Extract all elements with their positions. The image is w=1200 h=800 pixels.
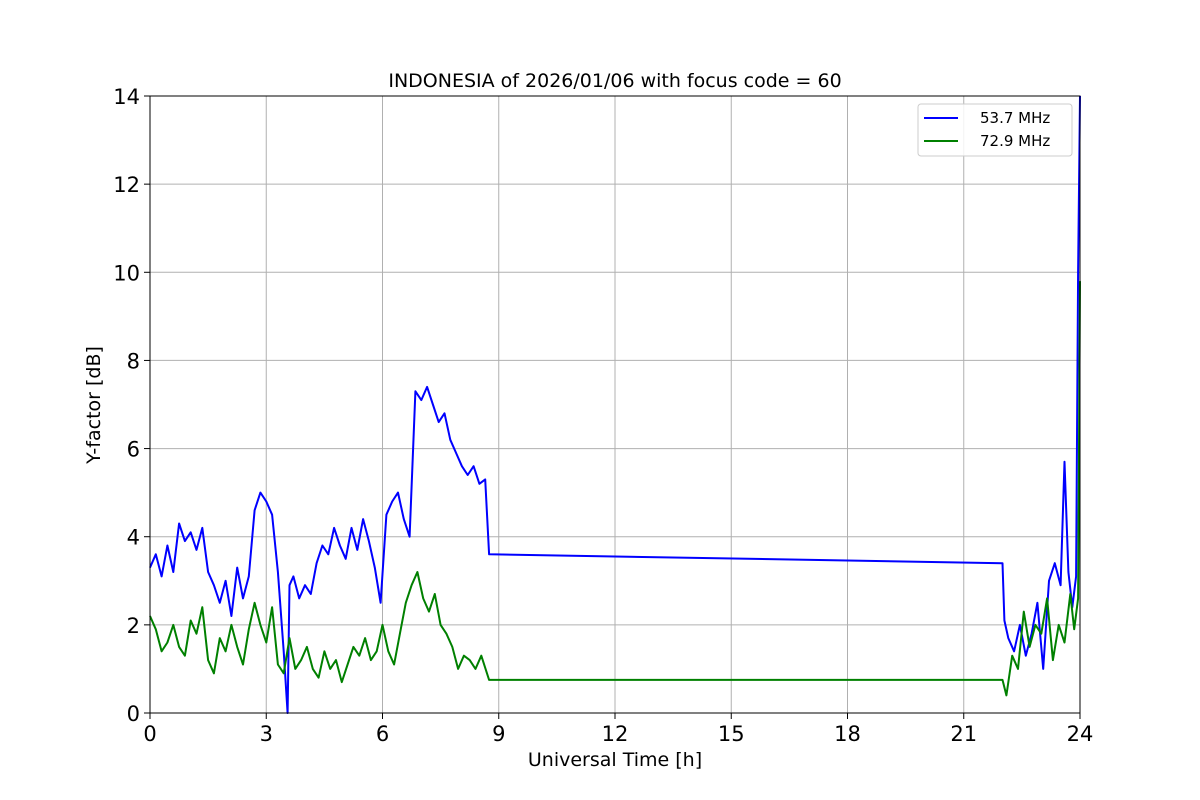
x-tick-label: 3 (260, 722, 273, 746)
x-tick-label: 9 (492, 722, 505, 746)
x-tick-label: 15 (718, 722, 745, 746)
legend-label-72-9: 72.9 MHz (980, 132, 1050, 150)
series-line-53-7-mhz (149, 95, 1081, 714)
x-tick-label: 24 (1067, 722, 1094, 746)
chart-title: INDONESIA of 2026/01/06 with focus code … (388, 70, 841, 92)
y-tick-label: 8 (127, 349, 140, 373)
x-tick-label: 18 (834, 722, 861, 746)
y-tick-label: 0 (127, 702, 140, 726)
y-tick-label: 10 (113, 261, 140, 285)
legend-label-53-7: 53.7 MHz (980, 109, 1050, 127)
x-tick-label: 12 (602, 722, 629, 746)
legend: 53.7 MHz 72.9 MHz (917, 103, 1073, 157)
x-axis: 0 3 6 9 12 15 18 21 24 (143, 713, 1093, 746)
y-tick-label: 6 (127, 438, 140, 462)
y-axis-label: Y-factor [dB] (83, 346, 105, 465)
y-tick-label: 14 (113, 85, 140, 109)
x-tick-label: 6 (376, 722, 389, 746)
x-tick-label: 21 (950, 722, 977, 746)
x-tick-label: 0 (143, 722, 156, 746)
y-tick-label: 4 (127, 526, 140, 550)
y-axis: 0 2 4 6 8 10 12 14 (113, 85, 150, 726)
series-layer (149, 95, 1081, 714)
x-axis-label: Universal Time [h] (528, 749, 702, 771)
y-tick-label: 12 (113, 173, 140, 197)
series-line-72-9-mhz (149, 281, 1081, 697)
y-tick-label: 2 (127, 614, 140, 638)
